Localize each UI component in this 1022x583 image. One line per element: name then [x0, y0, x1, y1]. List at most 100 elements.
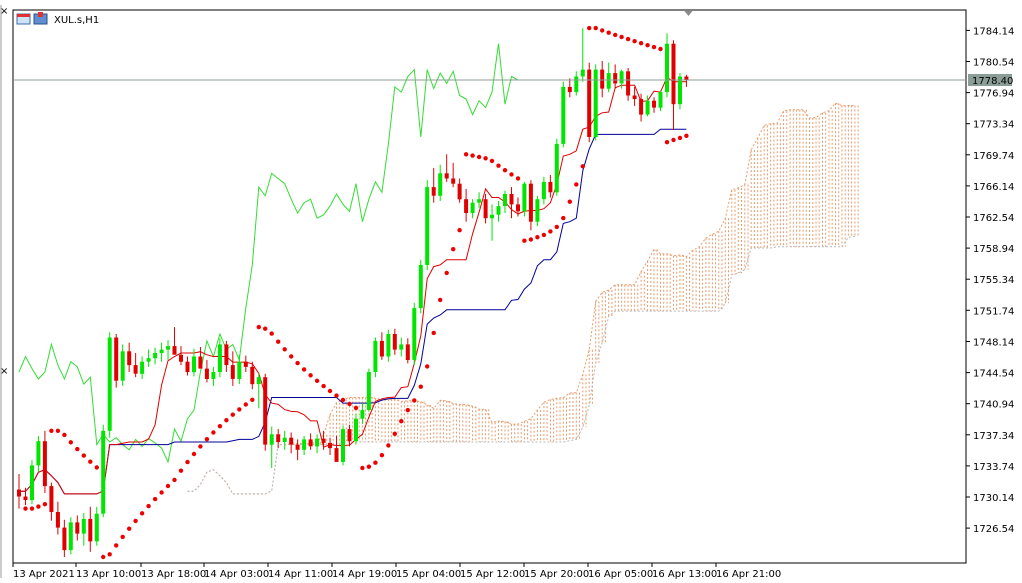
candle[interactable]	[263, 373, 268, 451]
candle[interactable]	[412, 302, 417, 366]
candle[interactable]	[632, 86, 637, 106]
candle[interactable]	[684, 74, 689, 87]
candle[interactable]	[626, 67, 631, 101]
candle[interactable]	[36, 436, 41, 473]
candle[interactable]	[23, 487, 28, 506]
candle[interactable]	[658, 90, 663, 112]
candle[interactable]	[522, 181, 527, 217]
candle[interactable]	[451, 162, 456, 188]
candle[interactable]	[133, 353, 138, 378]
candle[interactable]	[120, 344, 125, 386]
candle[interactable]	[88, 506, 93, 552]
candle[interactable]	[425, 180, 430, 271]
candle[interactable]	[114, 334, 119, 388]
candle[interactable]	[366, 368, 371, 412]
candle[interactable]	[75, 515, 80, 541]
candle[interactable]	[308, 433, 313, 450]
candle[interactable]	[457, 178, 462, 203]
candle[interactable]	[619, 69, 624, 89]
candle[interactable]	[652, 97, 656, 113]
candle[interactable]	[503, 190, 507, 214]
candle[interactable]	[405, 338, 410, 364]
candle[interactable]	[276, 429, 281, 449]
candle[interactable]	[211, 366, 216, 386]
candle[interactable]	[302, 436, 307, 455]
candle[interactable]	[146, 349, 151, 367]
candle[interactable]	[574, 71, 579, 96]
candle[interactable]	[470, 199, 475, 219]
candle[interactable]	[334, 436, 339, 462]
candle[interactable]	[179, 346, 183, 366]
candle[interactable]	[444, 154, 449, 182]
candle[interactable]	[613, 64, 618, 89]
candle[interactable]	[528, 180, 533, 231]
candle[interactable]	[140, 356, 145, 380]
candle[interactable]	[483, 194, 488, 224]
candle[interactable]	[671, 40, 676, 131]
candle[interactable]	[127, 342, 132, 372]
candle[interactable]	[224, 340, 229, 372]
candle[interactable]	[554, 138, 559, 196]
candle[interactable]	[192, 348, 196, 377]
candlesticks[interactable]	[17, 28, 689, 557]
candle[interactable]	[55, 501, 60, 535]
candle[interactable]	[315, 434, 320, 454]
candle[interactable]	[516, 197, 520, 217]
candle[interactable]	[593, 64, 598, 141]
candle[interactable]	[172, 327, 177, 355]
candle[interactable]	[392, 328, 397, 355]
candle[interactable]	[490, 204, 494, 241]
candle[interactable]	[17, 474, 21, 509]
candle[interactable]	[269, 426, 274, 469]
candle[interactable]	[198, 347, 203, 369]
panel-split-mark[interactable]: ×	[0, 366, 8, 377]
candle[interactable]	[373, 337, 378, 378]
candle[interactable]	[166, 340, 170, 360]
candle[interactable]	[328, 437, 332, 455]
candle[interactable]	[185, 356, 190, 376]
candle[interactable]	[282, 430, 287, 450]
candle[interactable]	[580, 28, 585, 82]
candle[interactable]	[477, 192, 482, 208]
candle[interactable]	[217, 338, 222, 378]
candle[interactable]	[509, 187, 514, 219]
candle[interactable]	[256, 373, 261, 409]
candle[interactable]	[431, 168, 436, 203]
candle[interactable]	[49, 482, 54, 521]
candle[interactable]	[354, 413, 358, 445]
candle[interactable]	[68, 517, 73, 555]
candle[interactable]	[386, 329, 391, 362]
candle[interactable]	[289, 432, 294, 454]
candle[interactable]	[418, 259, 423, 314]
candle[interactable]	[600, 61, 605, 98]
candle[interactable]	[464, 188, 469, 222]
candle[interactable]	[379, 332, 384, 360]
candle[interactable]	[360, 403, 365, 424]
candle[interactable]	[561, 81, 566, 148]
candle[interactable]	[347, 424, 352, 447]
chart-shift-marker[interactable]	[684, 11, 693, 16]
candle[interactable]	[438, 164, 443, 201]
candle[interactable]	[399, 337, 404, 357]
candle[interactable]	[94, 506, 99, 546]
candle[interactable]	[230, 351, 235, 386]
candle[interactable]	[567, 78, 572, 98]
candle[interactable]	[295, 439, 300, 461]
candle[interactable]	[645, 95, 650, 117]
candle[interactable]	[153, 347, 158, 365]
candle[interactable]	[496, 201, 501, 222]
candle[interactable]	[204, 359, 209, 383]
candle[interactable]	[159, 342, 164, 362]
candle[interactable]	[678, 73, 682, 110]
candle[interactable]	[639, 93, 644, 122]
candle[interactable]	[587, 62, 592, 143]
candle[interactable]	[237, 354, 242, 385]
candle[interactable]	[62, 519, 67, 557]
panel-close-mark[interactable]: ×	[0, 6, 8, 17]
candle[interactable]	[107, 332, 112, 438]
candle[interactable]	[606, 62, 611, 93]
candle[interactable]	[321, 430, 326, 450]
candle[interactable]	[42, 430, 47, 493]
candle[interactable]	[30, 460, 34, 505]
